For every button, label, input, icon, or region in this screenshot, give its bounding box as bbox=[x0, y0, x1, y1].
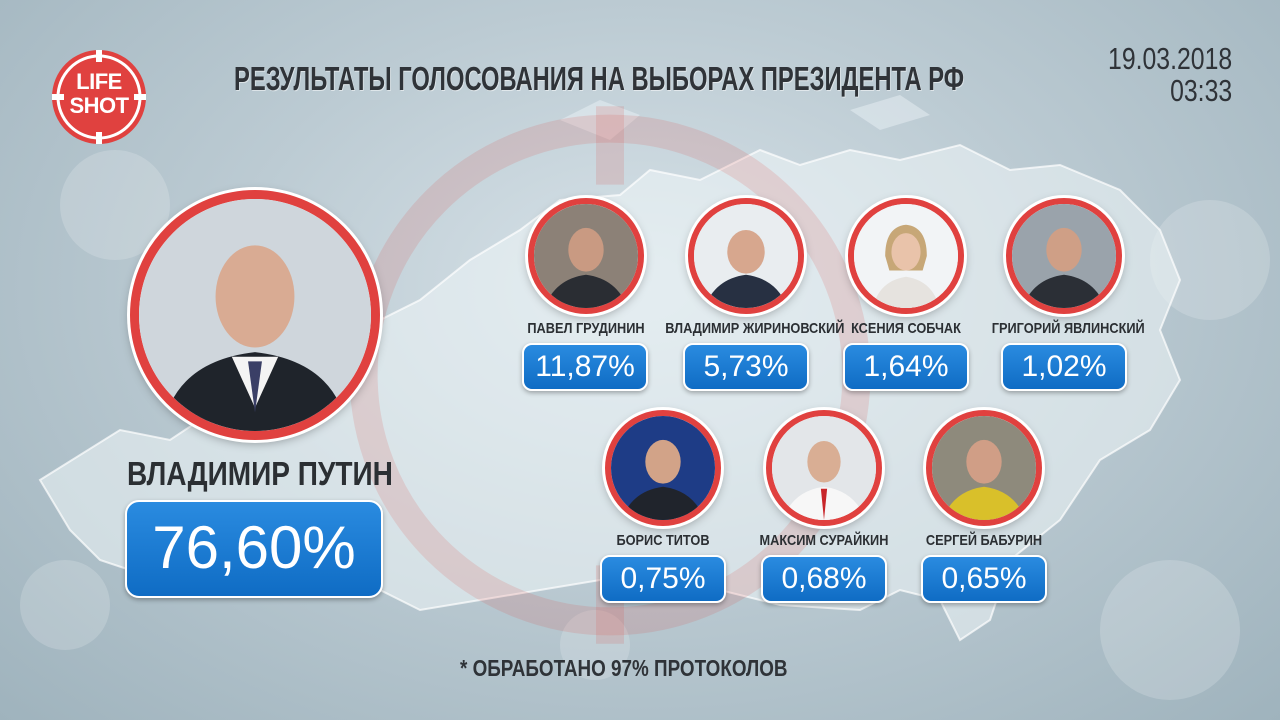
candidate-name-baburin: СЕРГЕЙ БАБУРИН bbox=[925, 532, 1043, 549]
person-portrait-icon bbox=[534, 204, 638, 308]
candidate-name-suraykin: МАКСИМ СУРАЙКИН bbox=[759, 532, 889, 549]
candidate-percent-baburin: 0,65% bbox=[921, 555, 1047, 603]
candidate-photo-suraykin bbox=[766, 410, 882, 526]
candidate-name-sobchak: КСЕНИЯ СОБЧАК bbox=[851, 320, 961, 337]
date-text: 19.03.2018 bbox=[1107, 41, 1232, 76]
footnote: * ОБРАБОТАНО 97% ПРОТОКОЛОВ bbox=[460, 655, 788, 681]
leader-percent-badge: 76,60% bbox=[125, 500, 383, 598]
timestamp: 19.03.2018 03:33 bbox=[1108, 43, 1232, 107]
candidate-name-yavlinsky: ГРИГОРИЙ ЯВЛИНСКИЙ bbox=[991, 320, 1145, 337]
candidate-percent-sobchak: 1,64% bbox=[843, 343, 969, 391]
candidate-photo-titov bbox=[605, 410, 721, 526]
candidate-name-zhirinovsky: ВЛАДИМИР ЖИРИНОВСКИЙ bbox=[665, 320, 845, 337]
page-title: РЕЗУЛЬТАТЫ ГОЛОСОВАНИЯ НА ВЫБОРАХ ПРЕЗИД… bbox=[234, 60, 965, 97]
person-portrait-icon bbox=[694, 204, 798, 308]
logo-text: LIFE SHOT bbox=[50, 70, 148, 118]
lifeshot-logo: LIFE SHOT bbox=[50, 48, 148, 146]
person-portrait-icon bbox=[854, 204, 958, 308]
person-portrait-icon bbox=[1012, 204, 1116, 308]
candidate-photo-sobchak bbox=[848, 198, 964, 314]
candidate-percent-titov: 0,75% bbox=[600, 555, 726, 603]
logo-line-1: LIFE bbox=[76, 69, 122, 94]
logo-line-2: SHOT bbox=[69, 93, 129, 118]
bokeh-light bbox=[20, 560, 110, 650]
person-portrait-icon bbox=[139, 199, 371, 431]
candidate-photo-baburin bbox=[926, 410, 1042, 526]
leader-photo bbox=[130, 190, 380, 440]
person-portrait-icon bbox=[611, 416, 715, 520]
candidate-photo-grudinin bbox=[528, 198, 644, 314]
person-portrait-icon bbox=[772, 416, 876, 520]
bokeh-light bbox=[1100, 560, 1240, 700]
leader-name: ВЛАДИМИР ПУТИН bbox=[127, 455, 393, 492]
time-text: 03:33 bbox=[1169, 73, 1232, 108]
person-portrait-icon bbox=[932, 416, 1036, 520]
candidate-name-titov: БОРИС ТИТОВ bbox=[616, 532, 710, 549]
bokeh-light bbox=[560, 610, 630, 680]
candidate-percent-yavlinsky: 1,02% bbox=[1001, 343, 1127, 391]
candidate-percent-grudinin: 11,87% bbox=[522, 343, 648, 391]
candidate-photo-zhirinovsky bbox=[688, 198, 804, 314]
crosshair-icon bbox=[52, 50, 146, 144]
candidate-photo-yavlinsky bbox=[1006, 198, 1122, 314]
candidate-percent-zhirinovsky: 5,73% bbox=[683, 343, 809, 391]
candidate-name-grudinin: ПАВЕЛ ГРУДИНИН bbox=[527, 320, 645, 337]
candidate-percent-suraykin: 0,68% bbox=[761, 555, 887, 603]
bokeh-light bbox=[60, 150, 170, 260]
